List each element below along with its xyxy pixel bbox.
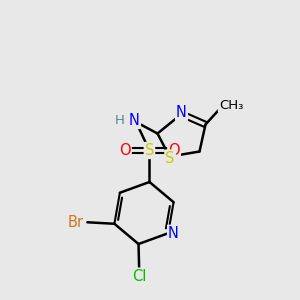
- Text: S: S: [165, 151, 175, 166]
- Text: O: O: [168, 143, 180, 158]
- Text: H: H: [115, 114, 124, 127]
- Text: Cl: Cl: [132, 268, 146, 284]
- Text: N: N: [129, 113, 140, 128]
- Text: O: O: [119, 143, 131, 158]
- Text: S: S: [145, 143, 154, 158]
- Text: N: N: [168, 226, 179, 241]
- Text: N: N: [176, 105, 187, 120]
- Text: Br: Br: [68, 215, 84, 230]
- Text: CH₃: CH₃: [219, 98, 243, 112]
